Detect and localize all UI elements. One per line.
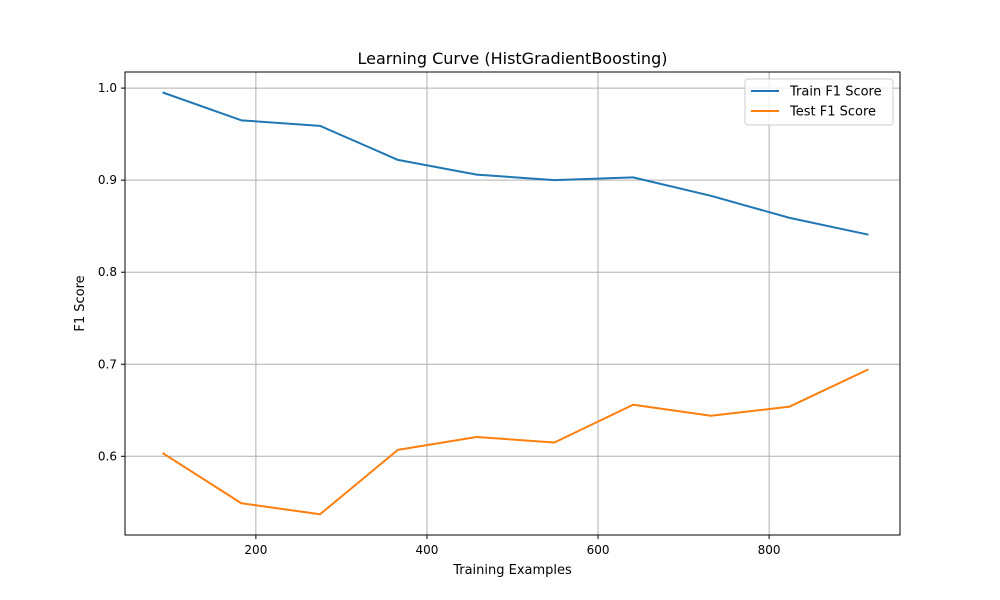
y-tick-label: 1.0 bbox=[98, 81, 117, 95]
x-axis-label: Training Examples bbox=[452, 563, 572, 578]
y-tick-label: 0.9 bbox=[98, 173, 117, 187]
x-tick-label: 800 bbox=[758, 543, 781, 557]
x-tick-label: 400 bbox=[416, 543, 439, 557]
legend-label-train: Train F1 Score bbox=[789, 85, 882, 100]
plot-series bbox=[162, 91, 869, 516]
y-tick-label: 0.8 bbox=[98, 265, 117, 279]
x-tick-label: 600 bbox=[587, 543, 610, 557]
series-line-train bbox=[162, 91, 869, 236]
plot-frame bbox=[124, 71, 901, 536]
axis-ticks: 200 400 600 800 0.6 0.7 0.8 0.9 1.0 bbox=[98, 81, 781, 557]
chart-title: Learning Curve (HistGradientBoosting) bbox=[358, 49, 668, 68]
y-axis-label: F1 Score bbox=[73, 275, 88, 331]
y-tick-label: 0.6 bbox=[98, 449, 117, 463]
y-tick-label: 0.7 bbox=[98, 357, 117, 371]
legend-label-test: Test F1 Score bbox=[789, 105, 876, 120]
series-line-test bbox=[162, 368, 869, 516]
x-tick-label: 200 bbox=[244, 543, 267, 557]
legend: Train F1 Score Test F1 Score bbox=[744, 78, 894, 126]
legend-box bbox=[744, 78, 894, 126]
